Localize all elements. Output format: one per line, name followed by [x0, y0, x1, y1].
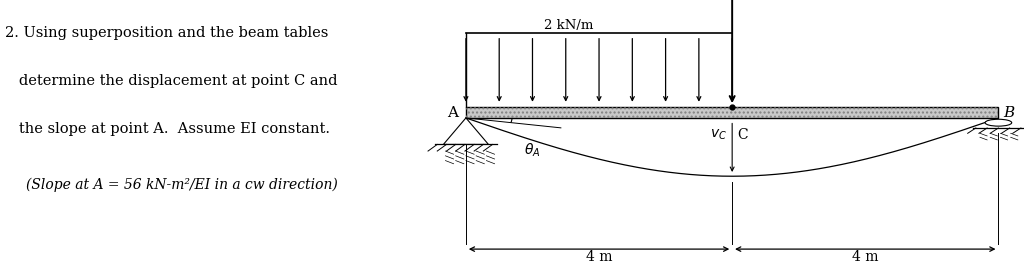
Text: $\theta_A$: $\theta_A$: [524, 142, 541, 159]
Text: 4 m: 4 m: [586, 250, 612, 264]
Text: the slope at point A.  Assume EI constant.: the slope at point A. Assume EI constant…: [5, 122, 330, 136]
Circle shape: [985, 119, 1012, 126]
Text: (Slope at A = 56 kN-m²/EI in a cw direction): (Slope at A = 56 kN-m²/EI in a cw direct…: [26, 178, 337, 192]
Bar: [466, 107, 998, 118]
Text: 4 m: 4 m: [852, 250, 879, 264]
Text: A: A: [446, 106, 458, 120]
Text: B: B: [1004, 106, 1015, 120]
Bar: [466, 107, 998, 118]
Text: $v_C$: $v_C$: [710, 128, 727, 142]
Polygon shape: [443, 118, 488, 144]
Text: C: C: [737, 128, 748, 142]
Text: 2. Using superposition and the beam tables: 2. Using superposition and the beam tabl…: [5, 26, 329, 41]
Text: determine the displacement at point C and: determine the displacement at point C an…: [5, 74, 338, 88]
Text: 2 kN/m: 2 kN/m: [544, 19, 593, 32]
